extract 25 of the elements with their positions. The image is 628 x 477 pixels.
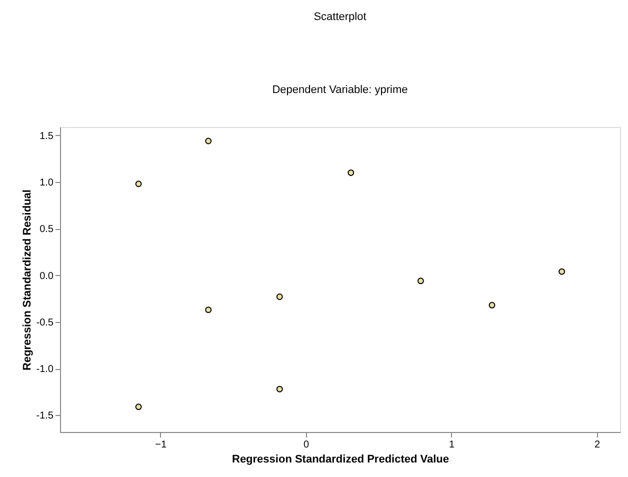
y-axis-title: Regression Standardized Residual: [21, 190, 34, 370]
point: [348, 169, 354, 176]
point: [558, 268, 566, 275]
point: [205, 306, 212, 314]
point: [276, 386, 283, 392]
point: [205, 138, 212, 144]
point: [417, 278, 424, 284]
chart-subtitle: Dependent Variable: yprime: [272, 84, 408, 96]
y-tick-label: -0.5: [36, 317, 54, 328]
point: [135, 404, 142, 410]
y-tick-label: 1.5: [40, 130, 54, 142]
y-tick-label: 0.0: [40, 270, 54, 282]
x-tick-label: 1: [448, 440, 455, 450]
point: [276, 294, 283, 300]
point: [488, 302, 496, 308]
y-tick-label: 0.5: [40, 224, 54, 236]
x-tick-label: −1: [155, 440, 167, 450]
y-tick-label: -1.5: [36, 410, 54, 422]
x-tick-label: 2: [594, 440, 600, 450]
y-tick-label: 1.0: [40, 178, 54, 189]
point: [135, 180, 142, 188]
x-tick-label: 0: [304, 440, 310, 450]
y-tick-label: -1.0: [36, 364, 54, 376]
x-axis-title: Regression Standardized Predicted Value: [232, 454, 450, 466]
chart-title: Scatterplot: [314, 11, 366, 23]
